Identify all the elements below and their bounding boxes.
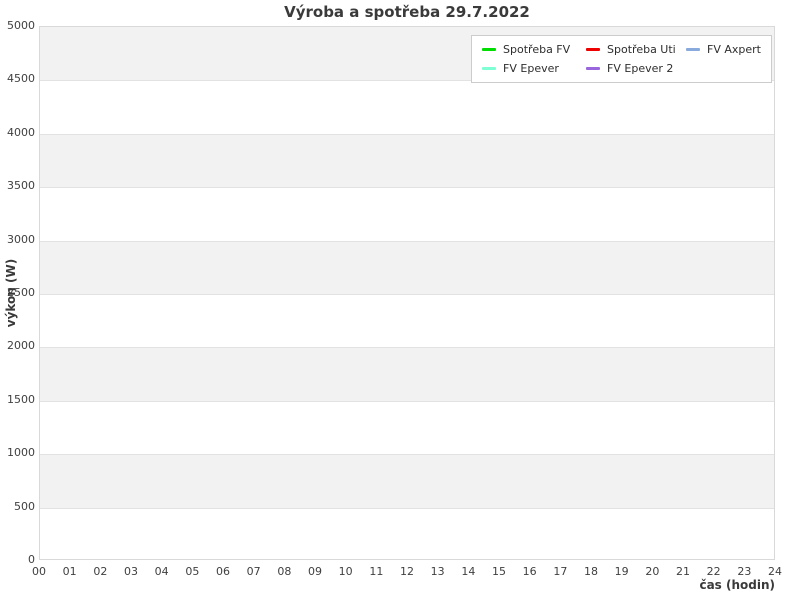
plot-area: Spotřeba FV Spotřeba Uti FV Axpert FV Epeve… <box>39 26 775 560</box>
x-tick-label: 09 <box>308 565 322 578</box>
legend-series-label: Spotřeba FV <box>503 43 571 56</box>
y-tick-label: 0 <box>28 553 35 566</box>
legend-item[interactable]: Spotřeba FV <box>482 42 586 57</box>
y-gridline <box>40 133 774 135</box>
legend-series-marker <box>482 48 497 51</box>
legend-series-label: FV Epever 2 <box>607 62 674 75</box>
x-tick-label: 16 <box>522 565 537 578</box>
x-axis-label: čas (hodin) <box>699 578 775 592</box>
y-tick-label: 1500 <box>7 392 35 406</box>
y-gridline <box>40 80 774 82</box>
y-tick-label: 1000 <box>7 446 35 460</box>
x-tick-label: 11 <box>369 565 384 578</box>
legend-series-marker <box>686 48 701 51</box>
y-gridline <box>40 507 774 509</box>
x-tick-label: 08 <box>277 565 292 578</box>
plot-band <box>40 240 774 294</box>
y-gridline <box>40 347 774 349</box>
y-tick-label: 3000 <box>7 232 35 246</box>
x-tick-label: 07 <box>246 565 261 578</box>
plot-band <box>40 347 774 401</box>
x-tick-label: 15 <box>492 565 506 578</box>
y-tick-label: 5000 <box>7 19 35 32</box>
x-tick-label: 10 <box>338 565 353 578</box>
legend-series-label: FV Axpert <box>707 43 761 56</box>
y-gridline <box>40 240 774 242</box>
x-tick-label: 02 <box>93 565 108 578</box>
x-tick-label: 00 <box>32 565 46 578</box>
x-tick-label: 22 <box>706 565 721 578</box>
chart-title: Výroba a spotřeba 29.7.2022 <box>284 3 530 21</box>
legend-series-marker <box>482 67 497 70</box>
legend-item[interactable]: FV Epever <box>482 61 586 76</box>
legend-series-label: FV Epever <box>503 62 559 75</box>
x-tick-label: 12 <box>400 565 414 578</box>
legend-series-marker <box>586 67 601 70</box>
y-tick-label: 2500 <box>7 286 35 299</box>
legend-item[interactable]: FV Epever 2 <box>586 61 686 76</box>
x-tick-label: 14 <box>461 565 476 578</box>
y-gridline <box>40 294 774 295</box>
x-tick-label: 03 <box>124 565 138 578</box>
y-tick-label: 2000 <box>7 339 35 353</box>
plot-band <box>40 133 774 188</box>
x-axis-ticks: 00 01 02 03 04 05 06 07 08 09 10 11 12 13 14 15 16 17 18 19… <box>32 565 782 581</box>
legend-item[interactable]: FV Axpert <box>686 42 761 57</box>
y-tick-label: 4000 <box>7 125 35 139</box>
x-tick-label: 23 <box>737 565 752 578</box>
legend-series-marker <box>586 48 601 51</box>
x-tick-label: 24 <box>768 565 782 578</box>
y-tick-label: 3500 <box>7 179 35 193</box>
x-tick-label: 20 <box>645 565 660 578</box>
x-tick-label: 18 <box>584 565 598 578</box>
x-tick-label: 05 <box>185 565 200 578</box>
x-tick-label: 04 <box>154 565 169 578</box>
legend: Spotřeba FV Spotřeba Uti FV Axpert FV Epeve… <box>471 35 772 83</box>
y-axis-ticks: 0 500 1000 1500 2000 2500 3000 3500 4000 4500 5000 <box>0 19 35 566</box>
x-tick-label: 19 <box>614 565 629 578</box>
y-tick-label: 500 <box>14 499 35 513</box>
y-gridline <box>40 454 774 456</box>
x-tick-label: 06 <box>216 565 230 578</box>
y-gridline <box>40 400 774 402</box>
legend-series-label: Spotřeba Uti <box>607 43 676 56</box>
y-axis-label: výkon (W) <box>4 258 18 328</box>
legend-item[interactable]: Spotřeba Uti <box>586 42 686 57</box>
y-gridline <box>40 187 774 189</box>
x-tick-label: 17 <box>553 565 568 578</box>
x-tick-label: 13 <box>430 565 445 578</box>
y-tick-label: 4500 <box>7 72 35 86</box>
x-tick-label: 01 <box>62 565 77 578</box>
plot-band <box>40 454 774 508</box>
x-tick-label: 21 <box>676 565 690 578</box>
